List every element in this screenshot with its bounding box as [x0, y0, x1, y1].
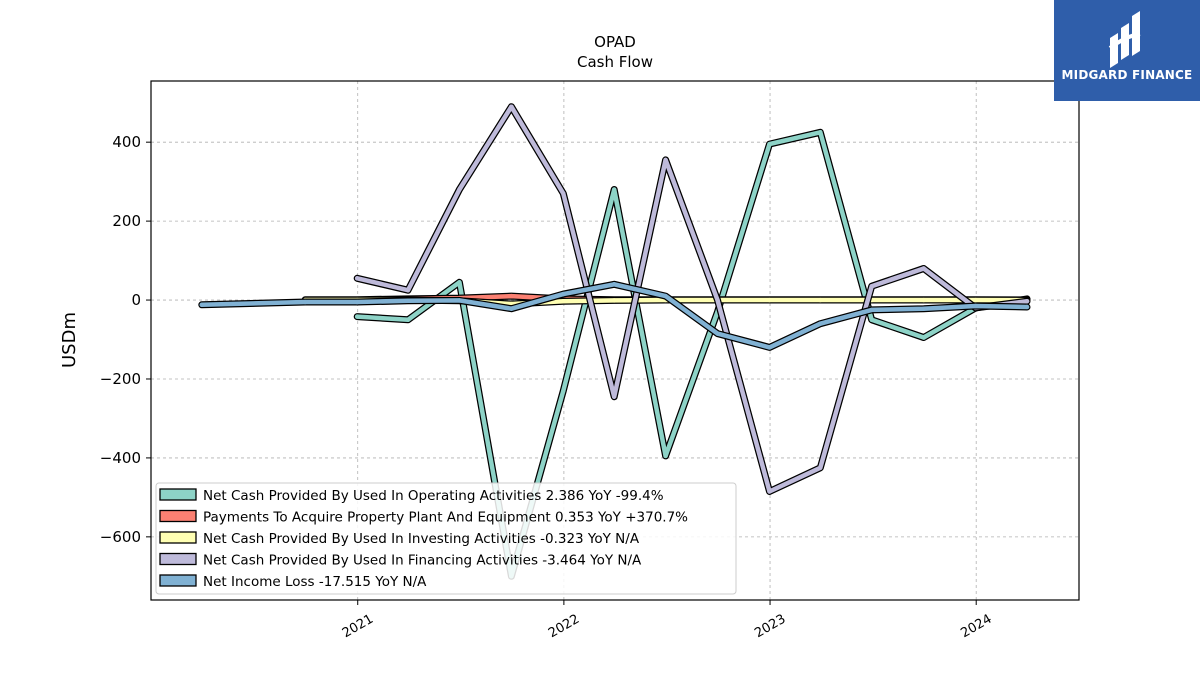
series-point [611, 282, 617, 287]
series-point [973, 303, 978, 309]
legend-entry: Net Cash Provided By Used In Investing A… [203, 531, 640, 547]
y-tick-label: 0 [131, 291, 141, 309]
legend-entry: Net Cash Provided By Used In Financing A… [203, 553, 642, 569]
x-tick-label: 2022 [546, 612, 582, 642]
series-point [611, 187, 617, 192]
series-point [1024, 304, 1030, 310]
series-layer [198, 103, 1031, 580]
series-line [199, 282, 1030, 350]
series-point [921, 266, 926, 271]
series-5 [198, 280, 1031, 351]
series-point [405, 317, 411, 322]
series-point [611, 298, 617, 303]
series-point [663, 157, 668, 163]
series-point [457, 280, 462, 285]
x-tick-label: 2023 [752, 612, 788, 642]
legend-swatch [159, 531, 197, 544]
series-point [354, 276, 360, 281]
x-axis: 2021 2022 2023 2024 [340, 600, 995, 641]
series-point [767, 345, 772, 350]
series-point [457, 187, 462, 192]
series-point [767, 297, 772, 303]
series-point [1024, 299, 1030, 304]
x-tick-label: 2024 [958, 612, 994, 642]
series-point [509, 104, 514, 109]
series-point [921, 335, 926, 340]
series-point [869, 317, 874, 322]
series-4 [353, 103, 1031, 495]
series-point [715, 297, 720, 303]
series-line-outline [198, 280, 1031, 351]
series-point [354, 314, 360, 319]
plot-frame [150, 80, 1080, 601]
series-line [354, 130, 1030, 579]
x-tick-label: 2021 [340, 612, 376, 642]
series-point [405, 287, 411, 293]
y-tick-label: −600 [100, 528, 141, 546]
series-point [818, 297, 823, 303]
series-point [818, 465, 823, 470]
legend-entry: Payments To Acquire Property Plant And E… [203, 510, 688, 526]
series-point [921, 306, 926, 311]
series-point [663, 293, 668, 299]
series-point [354, 299, 360, 305]
logo-mark-icon [1108, 11, 1141, 68]
legend-entry: Net Cash Provided By Used In Operating A… [203, 488, 664, 504]
series-point [561, 291, 566, 297]
series-point [405, 298, 411, 304]
series-point [921, 297, 926, 303]
legend-swatch [159, 574, 197, 587]
y-tick-label: 400 [112, 133, 141, 151]
brand-logo: MIDGARD FINANCE [1054, 0, 1200, 101]
logo-text: MIDGARD FINANCE [1061, 68, 1193, 82]
series-point [767, 489, 772, 494]
series-point [302, 299, 308, 305]
series-point [561, 299, 566, 304]
series-point [611, 394, 617, 399]
series-point [767, 141, 772, 147]
series-point [457, 298, 462, 303]
legend-swatch [159, 509, 197, 523]
series-point [973, 297, 978, 303]
series-point [199, 302, 205, 307]
y-tick-label: −400 [100, 449, 141, 467]
series-point [509, 293, 514, 299]
series-point [663, 453, 668, 459]
series-line [354, 104, 1030, 494]
legend-box [155, 482, 737, 595]
series-point [818, 130, 823, 135]
series-point [869, 284, 874, 289]
chart-subtitle: Cash Flow [577, 53, 653, 71]
chart-title: OPAD [594, 33, 636, 51]
legend-swatch [159, 488, 197, 501]
series-point [818, 321, 823, 326]
legend-swatch [159, 552, 197, 566]
legend-entry: Net Income Loss -17.515 YoY N/A [203, 574, 427, 590]
series-point [561, 191, 566, 196]
series-point [561, 388, 566, 394]
y-tick-label: 200 [112, 212, 141, 230]
y-tick-label: −200 [100, 370, 141, 388]
series-1 [353, 128, 1031, 580]
legend: Net Cash Provided By Used In Operating A… [155, 482, 737, 595]
series-point [869, 307, 874, 313]
series-point [715, 331, 720, 336]
series-point [509, 306, 514, 311]
y-axis-label: USDm [59, 312, 80, 368]
y-axis: 400 200 0 −200 −400 −600 [100, 133, 151, 546]
